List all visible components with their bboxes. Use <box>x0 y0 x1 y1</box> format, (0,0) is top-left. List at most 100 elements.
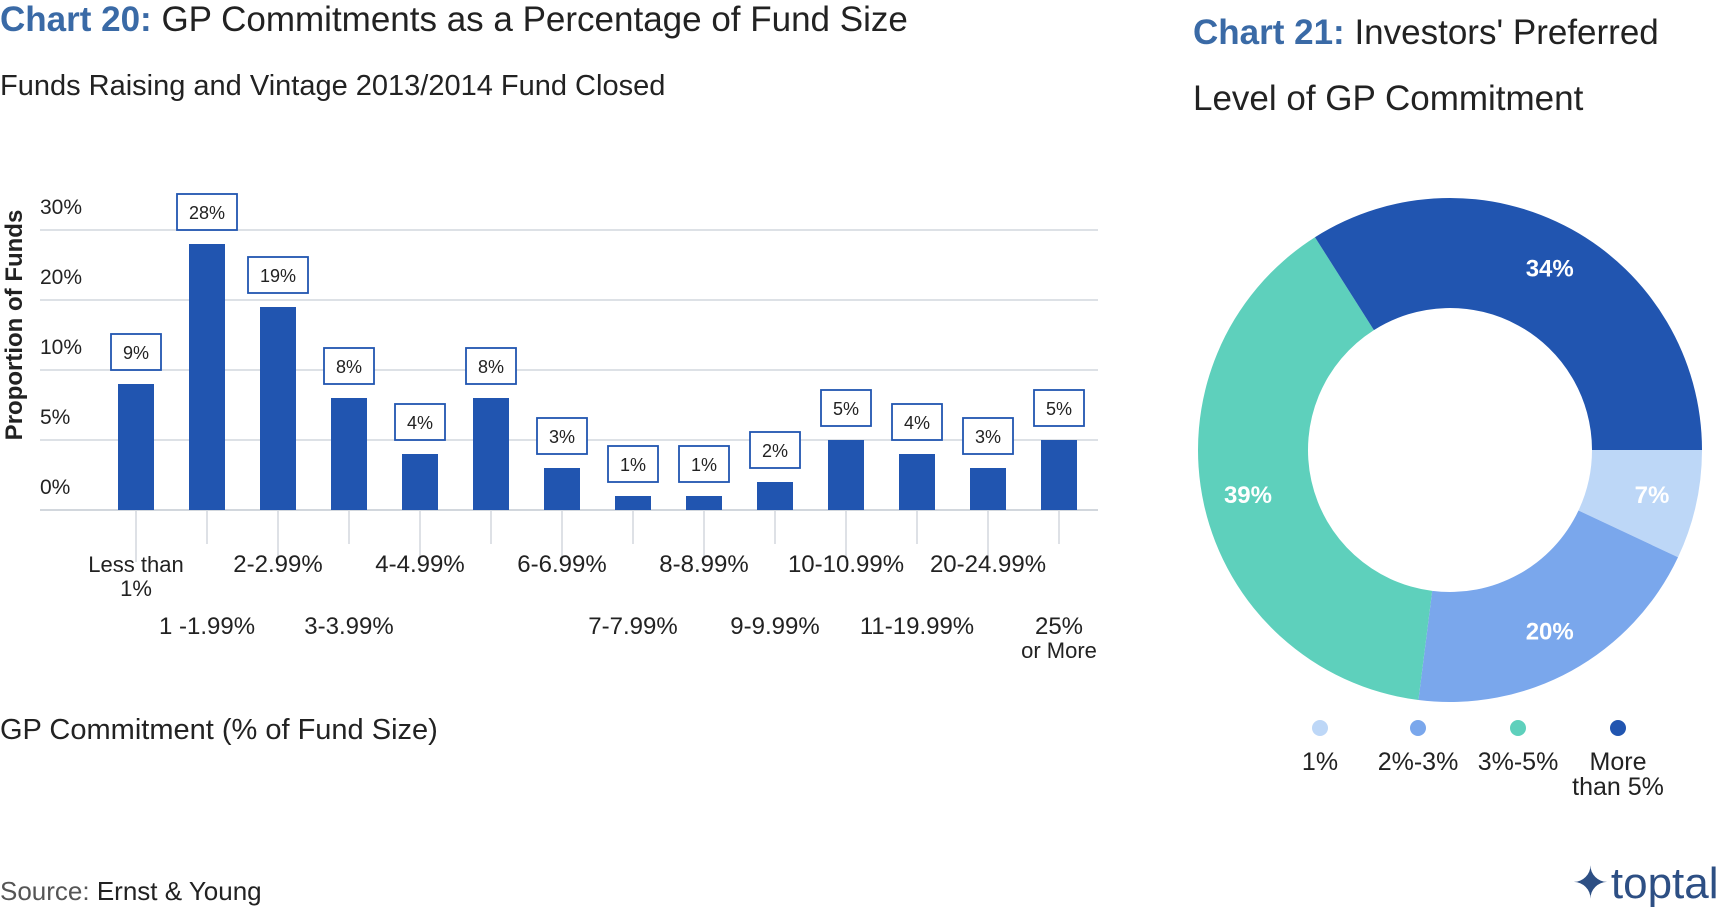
y-tick-label: 10% <box>40 336 82 359</box>
bar <box>1041 440 1077 510</box>
y-tick-label: 30% <box>40 196 82 219</box>
toptal-logo-icon: ✦ <box>1572 859 1609 908</box>
toptal-logo-text: toptal <box>1610 859 1719 908</box>
chart21-title-prefix: Chart 21: <box>1193 13 1345 52</box>
bar-value-label: 4% <box>407 413 433 433</box>
bar <box>544 468 580 510</box>
source-name: Ernst & Young <box>96 876 262 906</box>
x-category-label: Less than 1% <box>88 552 183 601</box>
donut-slice-label: 39% <box>1224 482 1272 509</box>
legend-swatch <box>1610 720 1626 736</box>
bar-value-box <box>176 193 238 231</box>
chart20-title-prefix: Chart 20: <box>0 0 152 39</box>
bar-value-box <box>536 417 588 455</box>
bar-value-box <box>247 256 309 294</box>
legend-swatch <box>1510 720 1526 736</box>
x-category-label: 7-7.99% <box>588 613 677 640</box>
legend-label: More than 5% <box>1572 748 1664 801</box>
bar <box>331 398 367 510</box>
bar-value-box <box>678 445 730 483</box>
source-note: Source: Ernst & Young <box>0 876 262 907</box>
x-category-label: 9-9.99% <box>730 613 819 640</box>
bar-value-box <box>394 403 446 441</box>
x-category-label: 1 -1.99% <box>159 613 255 640</box>
bar-chart: 0% 5% 10% 20% 30% Proportion of Funds 9% Less t… <box>1 193 1098 663</box>
bar-value-box <box>323 347 375 385</box>
bar-value-label: 4% <box>904 413 930 433</box>
bar <box>118 384 154 510</box>
bar-value-label: 8% <box>336 357 362 377</box>
bar <box>970 468 1006 510</box>
x-category-label: 11-19.99% <box>860 613 974 640</box>
x-category-label: 25% or More <box>1021 613 1097 663</box>
y-tick-label: 20% <box>40 266 82 289</box>
donut-slice <box>1578 450 1702 558</box>
toptal-logo: ✦toptal <box>1572 858 1719 909</box>
bar <box>828 440 864 510</box>
bar-value-box <box>465 347 517 385</box>
x-category-label: 8-8.99% <box>659 551 748 578</box>
bar-value-label: 3% <box>549 427 575 447</box>
donut-slice <box>1418 510 1679 702</box>
y-axis-title: Proportion of Funds <box>1 210 28 441</box>
bar-value-box <box>607 445 659 483</box>
bar <box>615 496 651 510</box>
bar-value-label: 1% <box>691 455 717 475</box>
bar <box>899 454 935 510</box>
x-category-label: 3-3.99% <box>304 613 393 640</box>
source-prefix: Source: <box>0 876 90 906</box>
chart21-title-text: Investors' Preferred <box>1354 13 1659 52</box>
donut-slice <box>1198 237 1433 701</box>
bar-value-label: 19% <box>260 266 296 286</box>
donut-slice <box>1314 198 1702 450</box>
bar <box>686 496 722 510</box>
legend-label: 2%-3% <box>1377 748 1459 776</box>
x-category-label: 4-4.99% <box>375 551 464 578</box>
y-tick-label: 5% <box>40 406 70 429</box>
legend-item: 2%-3% <box>1363 720 1473 775</box>
bar <box>260 307 296 510</box>
bar <box>189 244 225 510</box>
bar-value-box <box>820 389 872 427</box>
bar <box>402 454 438 510</box>
chart21-title-line2: Level of GP Commitment <box>1193 79 1584 118</box>
bar-value-label: 2% <box>762 441 788 461</box>
legend-label: 3%-5% <box>1477 748 1559 776</box>
bar-value-box <box>962 417 1014 455</box>
x-category-label: 10-10.99% <box>788 551 904 578</box>
chart20-subtitle: Funds Raising and Vintage 2013/2014 Fund… <box>0 70 666 102</box>
bar-value-label: 1% <box>620 455 646 475</box>
donut-slice-label: 20% <box>1526 618 1574 645</box>
legend-item: 3%-5% <box>1463 720 1573 775</box>
bar-value-label: 5% <box>833 399 859 419</box>
bar-value-box <box>749 431 801 469</box>
legend-label: 1% <box>1301 748 1339 776</box>
x-category-label: 20-24.99% <box>930 551 1046 578</box>
bar-value-label: 28% <box>189 203 225 223</box>
bar <box>473 398 509 510</box>
bar <box>757 482 793 510</box>
x-category-label: 6-6.99% <box>517 551 606 578</box>
chart20-title: Chart 20: GP Commitments as a Percentage… <box>0 0 908 40</box>
bar-chart-x-axis-title: GP Commitment (% of Fund Size) <box>0 714 438 746</box>
donut-slice-label: 7% <box>1635 482 1670 509</box>
donut-slice-label: 34% <box>1526 256 1574 283</box>
bar-value-label: 3% <box>975 427 1001 447</box>
chart21-title: Chart 21: Investors' Preferred Level of … <box>1193 0 1659 132</box>
bar-value-box <box>1033 389 1085 427</box>
donut-legend: 1% 2%-3% 3%-5% More than 5% <box>1260 720 1720 820</box>
bar-value-box <box>891 403 943 441</box>
legend-item: More than 5% <box>1563 720 1673 800</box>
chart21-title-line1: Chart 21: Investors' Preferred <box>1193 0 1659 66</box>
bar-value-box <box>110 333 162 371</box>
legend-item: 1% <box>1265 720 1375 775</box>
x-category-label: 2-2.99% <box>233 551 322 578</box>
legend-swatch <box>1410 720 1426 736</box>
donut-chart: 7% 20% 39% 34% <box>1198 198 1702 702</box>
legend-swatch <box>1312 720 1328 736</box>
bar-value-label: 8% <box>478 357 504 377</box>
y-tick-label: 0% <box>40 476 70 499</box>
chart20-title-text: GP Commitments as a Percentage of Fund S… <box>161 0 908 39</box>
bar-value-label: 5% <box>1046 399 1072 419</box>
bar-value-label: 9% <box>123 343 149 363</box>
